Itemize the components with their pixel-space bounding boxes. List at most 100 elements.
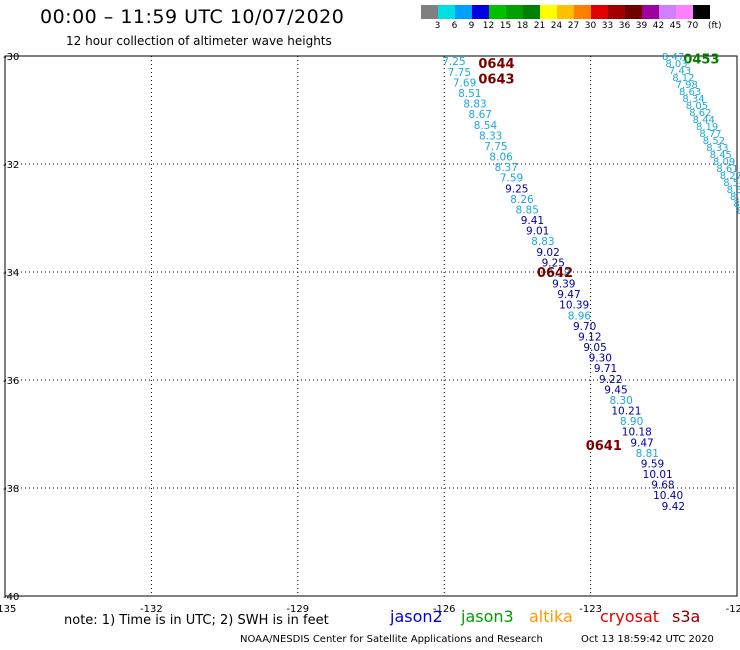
legend-swatch [591,5,608,19]
satellite-jason3: jason3 [461,607,514,626]
swh-value-label: 9.25 [505,183,528,195]
swh-value-label: 7.25 [442,56,465,68]
swh-value-label: 8.50 [723,178,740,189]
swh-value-label: 8.33 [479,130,502,142]
legend-label: 70 [686,21,699,31]
pass-time-label: 0641 [586,439,622,454]
swh-value-label: 10.21 [611,406,641,418]
swh-value-label: 9.01 [526,226,549,238]
swh-value-label: 9.39 [552,279,575,291]
lon-tick-label: -120 [726,604,740,615]
swh-value-label: 7.69 [453,77,476,89]
lon-tick-label: -129 [286,604,309,615]
swh-value-label: 8.83 [531,236,554,248]
swh-value-label: 8.52 [703,136,725,147]
lon-tick-label: -135 [0,604,16,615]
lon-tick-label: -123 [579,604,602,615]
swh-value-label: 9.05 [583,342,606,354]
swh-value-label: 8.83 [463,99,486,111]
swh-value-label: 8.71 [733,199,740,210]
swh-value-label: 8.67 [469,109,492,121]
pass-time-label: 0453 [683,53,719,68]
satellite-cryosat: cryosat [600,607,660,626]
legend-label: 21 [533,21,546,31]
swh-value-label: 7.43 [669,66,691,77]
swh-value-label: 8.85 [516,204,539,216]
swh-value-label: 9.45 [604,384,627,396]
swh-value-label: 8.45 [710,150,732,161]
legend-color-bar [421,5,710,19]
swh-value-label: 9.22 [599,374,622,386]
legend-label: 27 [567,21,580,31]
swh-value-label: 10.39 [559,300,589,312]
swh-value-label: 8.37 [495,162,518,174]
swh-value-label: 9.25 [542,257,565,269]
swh-value-label: 10.01 [643,469,673,481]
swh-value-label: 8.19 [696,122,718,133]
pass-time-label: 0644 [478,57,514,72]
legend-label: 45 [669,21,682,31]
page-title: 00:00 – 11:59 UTC 10/07/2020 [40,6,345,28]
swh-value-label: 8.12 [672,73,694,84]
legend-swatch [421,5,438,19]
pass-time-label: 0642 [537,266,573,281]
swh-value-label: 8.62 [689,108,711,119]
swh-value-label: 8.54 [474,120,498,132]
legend-label: 36 [618,21,631,31]
legend-swatch [676,5,693,19]
swh-value-label: 10.40 [653,490,683,502]
swh-value-label: 9.41 [521,215,544,227]
page-subtitle: 12 hour collection of altimeter wave hei… [66,34,332,48]
legend-swatch [506,5,523,19]
swh-value-label: 8.47 [662,52,684,63]
legend-swatch [455,5,472,19]
swh-value-label: 8.77 [699,129,721,140]
legend-unit: (ft) [708,21,722,31]
legend-swatch [659,5,676,19]
swh-value-label: 9.42 [662,501,685,513]
satellite-s3a: s3a [672,607,701,626]
lat-tick-label: -36 [3,376,19,387]
swh-value-label: 8.44 [693,115,715,126]
swh-value-label: 8.38 [727,185,740,196]
swh-value-label: 9.59 [641,458,664,470]
lat-tick-label: -32 [3,160,19,171]
swh-value-label: 8.33 [706,143,728,154]
legend-swatch [438,5,455,19]
swh-value-label: 7.75 [448,67,471,79]
swh-value-label: 9.30 [589,353,612,365]
swh-value-label: 8.26 [510,194,534,206]
swh-value-label: 8.66 [730,192,740,203]
satellite-jason2: jason2 [390,607,443,626]
lat-tick-label: -38 [3,484,19,495]
swh-value-label: 7.59 [500,173,523,185]
legend-swatch [642,5,659,19]
legend-swatch [574,5,591,19]
legend-label: 6 [451,21,458,31]
swh-value-label: 8.96 [568,310,592,322]
footer-credit: NOAA/NESDIS Center for Satellite Applica… [240,634,543,645]
legend-swatch [489,5,506,19]
swh-value-label: 8.03 [665,59,687,70]
legend-swatch [625,5,642,19]
legend-swatch [693,5,710,19]
lon-tick-label: -132 [140,604,163,615]
swh-value-label: 8.05 [686,101,708,112]
swh-value-label: 8.51 [458,88,481,100]
swh-value-label: 9.02 [536,247,559,259]
lat-tick-label: -34 [3,268,19,279]
satellite-altika: altika [529,607,573,626]
wave-height-legend: (ft) 3 6 9 12 15 18 21 24 27 30 33 36 39 42 45 70 [421,5,722,33]
swh-value-label: 7.98 [676,80,698,91]
legend-label: 15 [499,21,512,31]
legend-label: 9 [468,21,475,31]
swh-value-label: 9.70 [573,321,596,333]
footer-note: note: 1) Time is in UTC; 2) SWH is in fe… [64,613,329,628]
footer-timestamp: Oct 13 18:59:42 UTC 2020 [581,634,714,645]
map-frame [4,55,738,597]
swh-value-label: 8.09 [713,157,735,168]
legend-labels: (ft) 3 6 9 12 15 18 21 24 27 30 33 36 39 42 45 70 [421,19,722,33]
swh-value-label: 8.61 [716,164,738,175]
swh-value-label: 8.18 [547,268,570,280]
